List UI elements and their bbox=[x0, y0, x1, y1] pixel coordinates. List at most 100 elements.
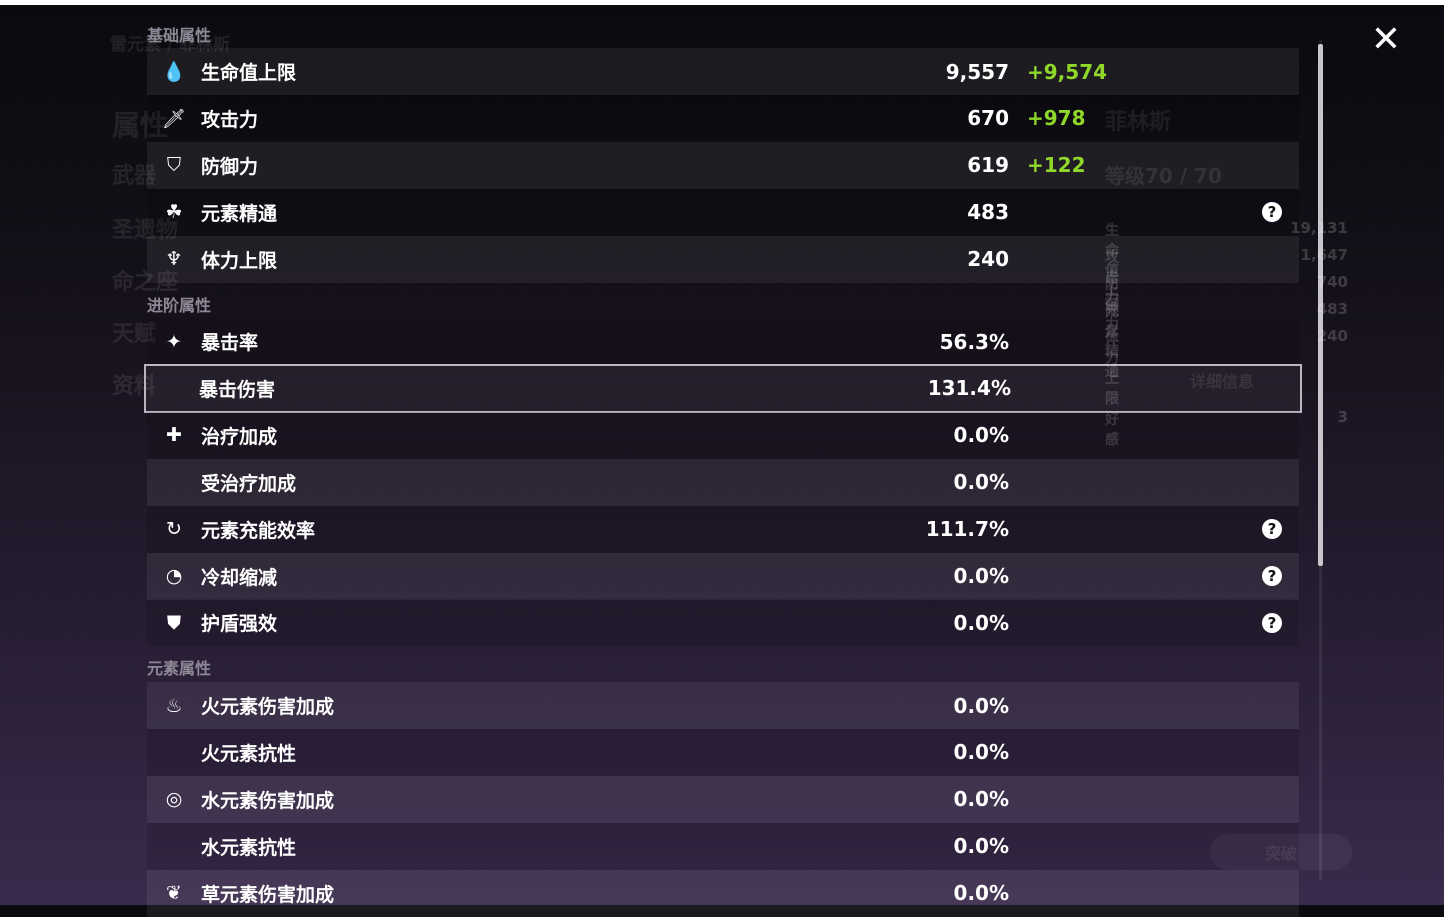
stat-bonus: +122 bbox=[1027, 153, 1086, 178]
stat-row[interactable]: ⛊ 护盾强效 0.0%? bbox=[147, 599, 1299, 647]
bg-menu-item: 武器 bbox=[112, 164, 157, 189]
stat-label: 攻击力 bbox=[201, 108, 259, 131]
stat-label: 受治疗加成 bbox=[201, 472, 297, 495]
stat-value: 0.0% bbox=[953, 470, 1009, 495]
stat-value: 670 bbox=[967, 106, 1009, 131]
stat-row[interactable]: ♆ 体力上限 240 bbox=[147, 235, 1299, 283]
shield-icon: ⛉ bbox=[166, 154, 182, 177]
stat-bonus: +9,574 bbox=[1027, 59, 1108, 84]
stat-label: 暴击率 bbox=[201, 332, 259, 354]
stat-value: 0.0% bbox=[953, 693, 1009, 718]
stat-label: 火元素伤害加成 bbox=[201, 696, 335, 718]
section-title: 基础属性 bbox=[147, 26, 212, 45]
stat-row[interactable]: 暴击伤害 131.4% bbox=[144, 363, 1302, 413]
stat-row[interactable]: 火元素抗性 0.0% bbox=[147, 728, 1299, 776]
stat-value: 0.0% bbox=[953, 423, 1009, 448]
bg-stat-value: 483 bbox=[1316, 300, 1348, 318]
help-icon[interactable]: ? bbox=[1262, 612, 1282, 633]
stat-value: 9,557 bbox=[945, 59, 1009, 84]
stat-row[interactable]: ◎ 水元素伤害加成 0.0% bbox=[147, 775, 1299, 823]
help-icon[interactable]: ? bbox=[1262, 566, 1282, 586]
stat-row[interactable]: ♨ 火元素伤害加成 0.0% bbox=[147, 682, 1299, 729]
stat-label: 体力上限 bbox=[201, 249, 278, 272]
hp-drop-icon: 💧 bbox=[162, 61, 186, 83]
bg-friendship-label: 好感 bbox=[1105, 412, 1119, 448]
help-icon[interactable]: ? bbox=[1262, 519, 1282, 540]
stat-row[interactable]: ⛉ 防御力 619 +122 bbox=[147, 141, 1299, 189]
stat-label: 生命值上限 bbox=[201, 62, 297, 84]
window-top-strip bbox=[0, 0, 1444, 5]
stat-value: 0.0% bbox=[953, 610, 1009, 635]
bg-menu-item: 圣遗物 bbox=[112, 218, 179, 243]
pyro-icon: ♨ bbox=[165, 694, 183, 717]
bg-stat-value: 240 bbox=[1316, 327, 1348, 345]
stat-label: 防御力 bbox=[201, 155, 259, 178]
stat-value: 111.7% bbox=[925, 517, 1009, 542]
stat-label: 治疗加成 bbox=[201, 425, 278, 448]
stat-row[interactable]: ✚ 治疗加成 0.0% bbox=[147, 411, 1299, 459]
stat-value: 0.0% bbox=[953, 881, 1009, 906]
bg-menu-item: 属性 bbox=[112, 109, 169, 142]
bg-name: 菲林斯 bbox=[1105, 110, 1172, 135]
stat-label: 水元素伤害加成 bbox=[201, 789, 335, 812]
stat-label: 草元素伤害加成 bbox=[201, 883, 335, 906]
stat-label: 火元素抗性 bbox=[201, 742, 297, 765]
stamina-icon: ♆ bbox=[165, 248, 183, 271]
healing-cross-icon: ✚ bbox=[166, 424, 182, 447]
bg-stat-label: 元素精通 bbox=[1105, 304, 1119, 380]
bg-stat-label: 生命值上限 bbox=[1105, 223, 1119, 319]
bg-menu-item: 命之座 bbox=[112, 270, 179, 295]
dendro-icon: ❦ bbox=[166, 882, 182, 905]
stat-value: 131.4% bbox=[927, 376, 1011, 401]
bg-menu-item: 资料 bbox=[112, 374, 157, 399]
bg-stat-label: 体力上限 bbox=[1105, 331, 1119, 407]
bg-stat-label: 攻击力 bbox=[1105, 250, 1119, 306]
stat-row[interactable]: 🗡 攻击力 670 +978 bbox=[147, 94, 1299, 142]
stat-row[interactable]: ◔ 冷却缩减 0.0%? bbox=[147, 552, 1299, 600]
stat-value: 0.0% bbox=[953, 787, 1009, 812]
section-title: 进阶属性 bbox=[147, 296, 212, 315]
sword-icon: 🗡 bbox=[161, 107, 187, 130]
bg-stat-label: 防御力 bbox=[1105, 277, 1119, 333]
stat-value: 240 bbox=[967, 247, 1009, 272]
stat-label: 冷却缩减 bbox=[201, 566, 278, 589]
stat-row[interactable]: 💧 生命值上限 9,557 +9,574 bbox=[147, 48, 1299, 95]
stat-value: 0.0% bbox=[953, 564, 1009, 588]
elemental-mastery-icon: ☘ bbox=[165, 201, 183, 224]
crit-rate-icon: ✦ bbox=[166, 330, 182, 353]
shield-strength-icon: ⛊ bbox=[166, 611, 182, 634]
help-icon[interactable]: ? bbox=[1262, 202, 1282, 223]
stat-row[interactable]: ❦ 草元素伤害加成 0.0% bbox=[147, 869, 1299, 917]
bg-stat-value: 740 bbox=[1316, 273, 1348, 291]
stat-value: 619 bbox=[967, 153, 1009, 178]
scrollbar-thumb[interactable] bbox=[1318, 44, 1323, 566]
bg-stat-value: 19,131 bbox=[1290, 219, 1348, 237]
stat-value: 56.3% bbox=[939, 329, 1009, 354]
stat-bonus: +978 bbox=[1027, 106, 1086, 131]
hydro-icon: ◎ bbox=[165, 788, 183, 811]
stat-value: 0.0% bbox=[953, 834, 1009, 859]
bg-breakthrough-button: 突破 bbox=[1210, 834, 1352, 870]
stat-value: 483 bbox=[967, 200, 1009, 225]
cooldown-icon: ◔ bbox=[165, 565, 183, 587]
stat-label: 元素充能效率 bbox=[201, 519, 316, 542]
close-icon[interactable]: ✕ bbox=[1370, 19, 1402, 60]
bg-character-title: 雷元素 / 菲林斯 bbox=[110, 35, 231, 55]
energy-recharge-icon: ↻ bbox=[166, 518, 182, 541]
stat-row[interactable]: ↻ 元素充能效率 111.7%? bbox=[147, 505, 1299, 553]
stat-row[interactable]: ✦ 暴击率 56.3% bbox=[147, 318, 1299, 365]
stat-label: 水元素抗性 bbox=[201, 836, 297, 859]
bg-detail-button: 详细信息 bbox=[1190, 372, 1255, 391]
bg-menu-item: 天赋 bbox=[112, 322, 157, 347]
stat-label: 护盾强效 bbox=[201, 613, 278, 636]
section-title: 元素属性 bbox=[147, 659, 212, 678]
stat-row[interactable]: 水元素抗性 0.0% bbox=[147, 822, 1299, 870]
stat-value: 0.0% bbox=[953, 740, 1009, 765]
stat-row[interactable]: ☘ 元素精通 483? bbox=[147, 188, 1299, 236]
stat-label: 暴击伤害 bbox=[199, 378, 276, 401]
bg-stat-value: 1,647 bbox=[1300, 246, 1348, 264]
bg-level: 等级70 / 70 bbox=[1105, 164, 1222, 188]
stat-label: 元素精通 bbox=[201, 202, 278, 225]
bg-friendship-value: 3 bbox=[1337, 408, 1348, 426]
stat-row[interactable]: 受治疗加成 0.0% bbox=[147, 458, 1299, 506]
